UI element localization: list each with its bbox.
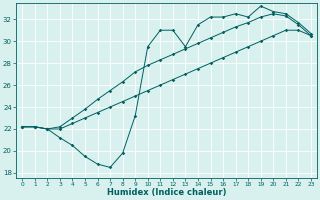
- X-axis label: Humidex (Indice chaleur): Humidex (Indice chaleur): [107, 188, 226, 197]
